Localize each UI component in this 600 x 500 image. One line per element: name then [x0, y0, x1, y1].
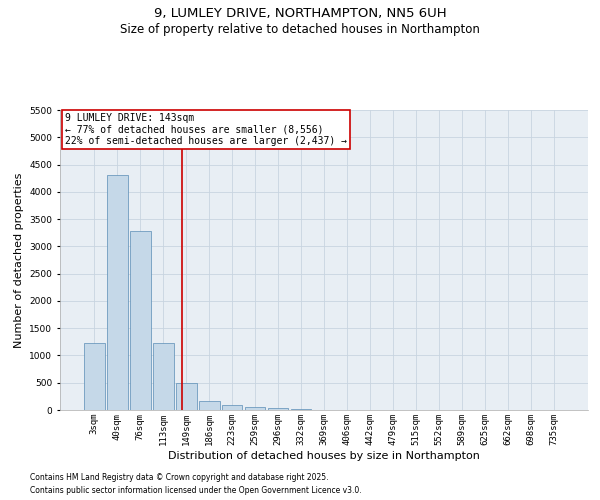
- Text: 9 LUMLEY DRIVE: 143sqm
← 77% of detached houses are smaller (8,556)
22% of semi-: 9 LUMLEY DRIVE: 143sqm ← 77% of detached…: [65, 113, 347, 146]
- Bar: [245, 408, 265, 410]
- Text: Size of property relative to detached houses in Northampton: Size of property relative to detached ho…: [120, 22, 480, 36]
- X-axis label: Distribution of detached houses by size in Northampton: Distribution of detached houses by size …: [168, 450, 480, 460]
- Text: 9, LUMLEY DRIVE, NORTHAMPTON, NN5 6UH: 9, LUMLEY DRIVE, NORTHAMPTON, NN5 6UH: [154, 8, 446, 20]
- Text: Contains HM Land Registry data © Crown copyright and database right 2025.: Contains HM Land Registry data © Crown c…: [30, 474, 329, 482]
- Bar: [153, 343, 173, 410]
- Bar: [290, 409, 311, 410]
- Text: Contains public sector information licensed under the Open Government Licence v3: Contains public sector information licen…: [30, 486, 362, 495]
- Bar: [84, 344, 104, 410]
- Bar: [107, 176, 128, 410]
- Bar: [222, 405, 242, 410]
- Bar: [199, 400, 220, 410]
- Bar: [176, 384, 197, 410]
- Bar: [268, 408, 289, 410]
- Bar: [130, 231, 151, 410]
- Y-axis label: Number of detached properties: Number of detached properties: [14, 172, 24, 348]
